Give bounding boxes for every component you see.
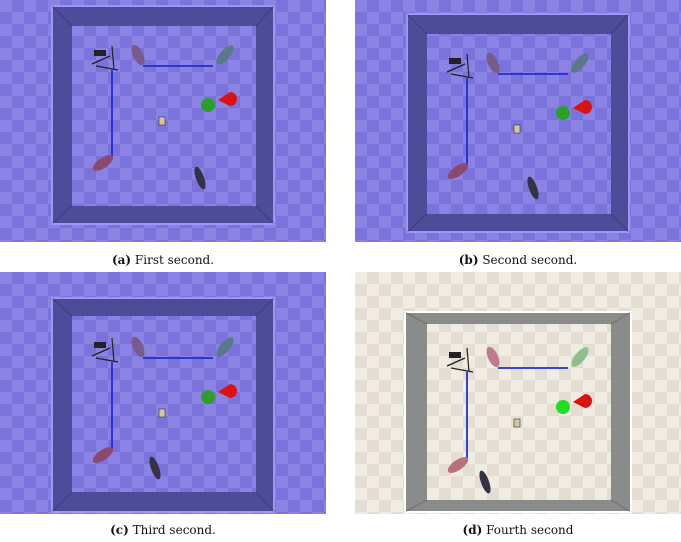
person-c [92,446,114,464]
person-c [447,162,469,180]
goal-circle [556,400,570,414]
wall-corner [610,213,630,233]
person-a [131,44,145,66]
marker-red [573,394,592,408]
small-object [513,124,521,134]
subfigure-c-caption: (c) Third second. [0,523,326,537]
small-object [513,418,521,428]
wall-corner [406,213,428,233]
scene-d-svg [355,272,681,514]
walking-figure [527,176,539,200]
scene-b-svg [355,0,681,242]
wall-corner [51,5,73,27]
wall-corner [610,13,630,35]
subfigure-c-text: Third second. [132,523,216,537]
goal-circle [201,98,215,112]
person-b [216,45,234,65]
wall-corner [610,311,632,325]
wall-corner [51,297,73,317]
scene-a-svg [0,0,326,242]
person-b [571,53,589,73]
wall-corner [255,205,275,225]
walking-figure [149,456,161,480]
wall-corner [255,491,275,513]
wall-corner [610,499,632,513]
wall-corner [51,491,73,513]
marker-red [218,92,237,106]
subfigure-d-scene [355,272,681,514]
robot-figure [446,347,474,373]
marker-red [573,100,592,114]
person-a [486,346,500,368]
small-object [158,116,166,126]
wall-corner [404,499,428,513]
person-c [447,456,469,474]
subfigure-d-label: (d) [462,523,483,537]
small-object [158,408,166,418]
subfigure-b-text: Second second. [482,253,578,267]
walking-figure [194,166,206,190]
robot-figure [91,45,119,71]
person-c [92,154,114,172]
robot-figure [446,53,474,79]
person-b [216,337,234,357]
wall-corner [255,5,275,27]
subfigure-a-caption: (a) First second. [0,253,326,267]
wall-corner [406,13,428,35]
subfigure-d-text: Fourth second [486,523,574,537]
subfigure-b-label: (b) [458,253,479,267]
subfigure-a-label: (a) [111,253,132,267]
walking-figure [479,470,491,494]
goal-circle [556,106,570,120]
subfigure-b-caption: (b) Second second. [355,253,681,267]
wall-corner [404,311,428,325]
marker-red [218,384,238,398]
goal-circle [201,390,215,404]
person-a [486,52,500,74]
person-b [571,347,589,367]
subfigure-a-text: First second. [134,253,215,267]
subfigure-b-scene [355,0,681,242]
wall-corner [255,297,275,317]
subfigure-c-scene [0,272,326,514]
subfigure-c-label: (c) [110,523,129,537]
subfigure-a-scene [0,0,326,242]
person-a [131,336,145,358]
scene-c-svg [0,272,326,514]
subfigure-d-caption: (d) Fourth second [355,523,681,537]
robot-figure [91,337,119,363]
wall-corner [51,205,73,225]
